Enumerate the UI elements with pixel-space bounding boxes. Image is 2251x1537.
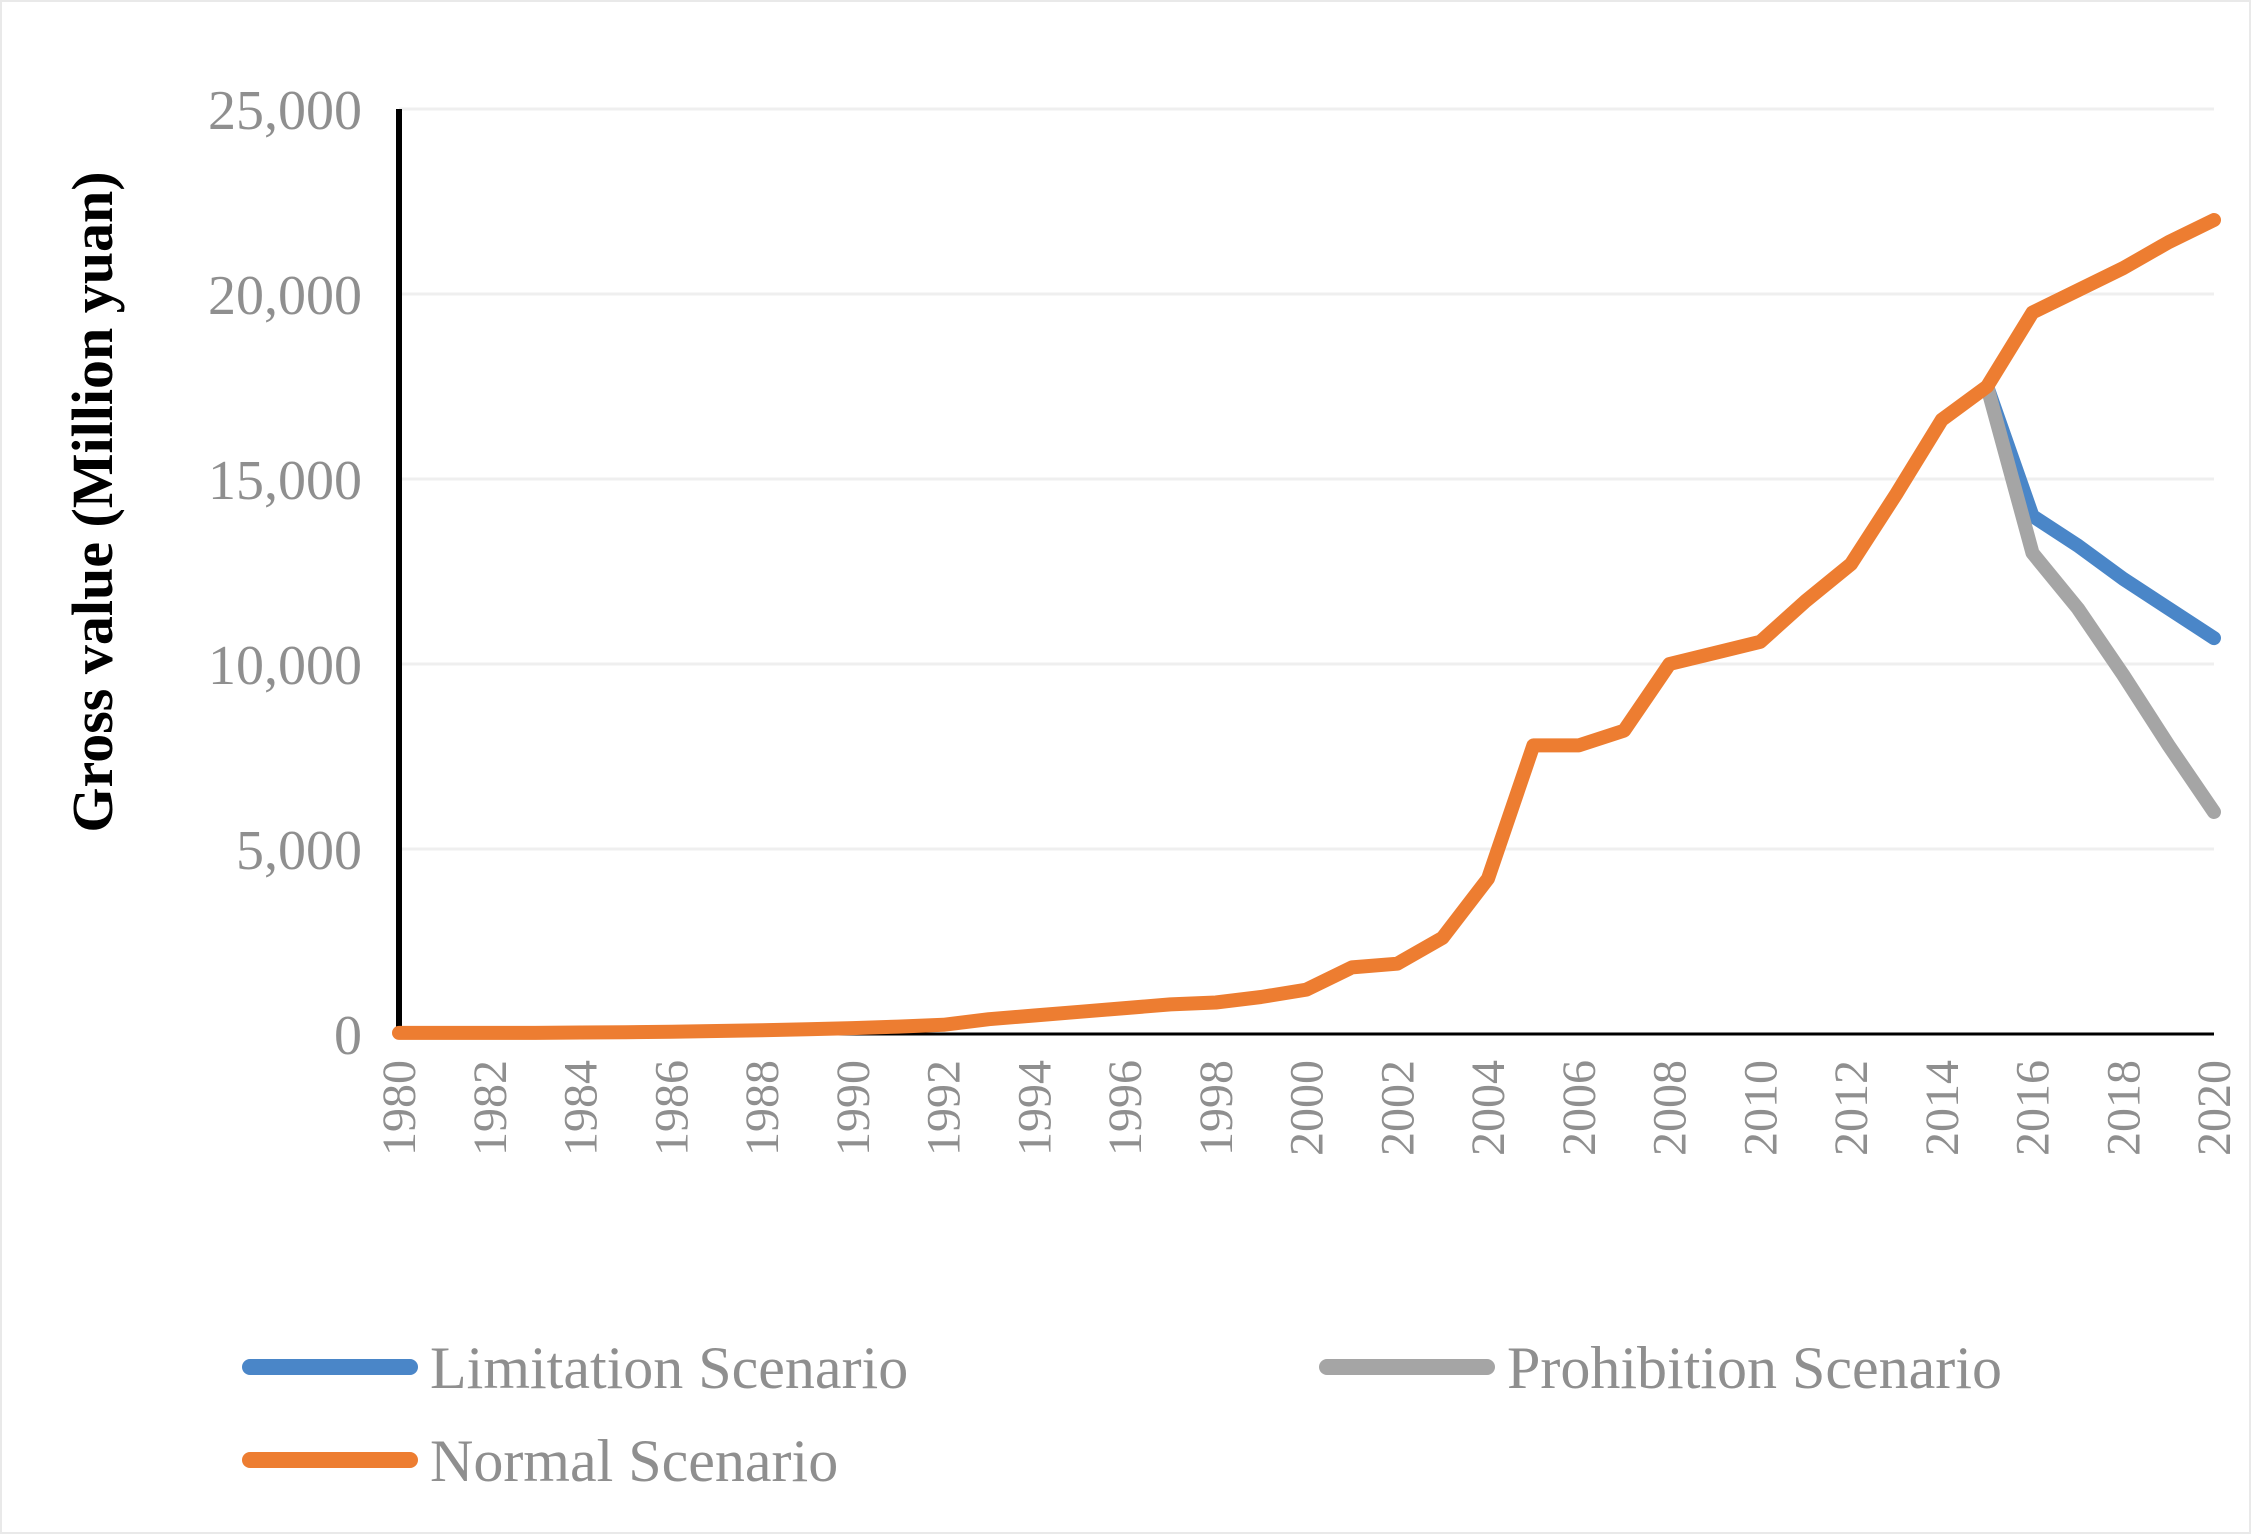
x-tick-label: 1990 <box>827 1060 880 1156</box>
x-tick-label: 1998 <box>1190 1060 1243 1156</box>
x-tick-label: 1996 <box>1099 1060 1152 1156</box>
legend-label: Limitation Scenario <box>430 1335 908 1401</box>
legend-label: Prohibition Scenario <box>1507 1335 2002 1401</box>
series-line-limitation-scenario <box>1980 379 2221 646</box>
y-tick-label: 5,000 <box>236 820 362 882</box>
x-tick-label: 1988 <box>736 1060 789 1156</box>
x-tick-label: 2010 <box>1734 1060 1787 1156</box>
y-tick-labels: 0 5,000 10,000 15,000 20,000 25,000 <box>208 80 362 1067</box>
series-lines <box>392 213 2221 1040</box>
x-tick-label: 2008 <box>1644 1060 1697 1156</box>
x-tick-label: 2004 <box>1462 1060 1515 1156</box>
x-tick-label: 2020 <box>2188 1060 2241 1156</box>
y-tick-label: 25,000 <box>208 80 362 142</box>
y-tick-label: 20,000 <box>208 265 362 327</box>
x-tick-label: 2014 <box>1916 1060 1969 1156</box>
x-tick-label: 1982 <box>464 1060 517 1156</box>
gridlines <box>399 107 2214 851</box>
x-tick-label: 1984 <box>555 1060 608 1156</box>
x-tick-label: 1986 <box>645 1060 698 1156</box>
y-axis-label: Gross value (Million yuan) <box>60 171 125 832</box>
x-tick-label: 2016 <box>2007 1060 2060 1156</box>
legend: Limitation Scenario Prohibition Scenario N… <box>242 1335 2002 1494</box>
legend-label: Normal Scenario <box>430 1428 838 1494</box>
x-tick-label: 2000 <box>1281 1060 1334 1156</box>
series-line-prohibition-scenario <box>1980 379 2221 819</box>
x-tick-label: 2006 <box>1553 1060 1606 1156</box>
x-tick-label: 2018 <box>2097 1060 2150 1156</box>
x-tick-label: 2012 <box>1825 1060 1878 1156</box>
y-tick-label: 0 <box>334 1005 362 1067</box>
y-tick-label: 10,000 <box>208 635 362 697</box>
x-tick-label: 1992 <box>918 1060 971 1156</box>
axes <box>396 109 2214 1036</box>
x-tick-labels: 1980 1982 1984 1986 1988 1990 1992 1994 1996 1998… <box>373 1060 2241 1156</box>
series-line-normal-scenario <box>392 213 2221 1040</box>
x-tick-label: 1980 <box>373 1060 426 1156</box>
y-tick-label: 15,000 <box>208 450 362 512</box>
x-tick-label: 2002 <box>1371 1060 1424 1156</box>
x-tick-label: 1994 <box>1008 1060 1061 1156</box>
